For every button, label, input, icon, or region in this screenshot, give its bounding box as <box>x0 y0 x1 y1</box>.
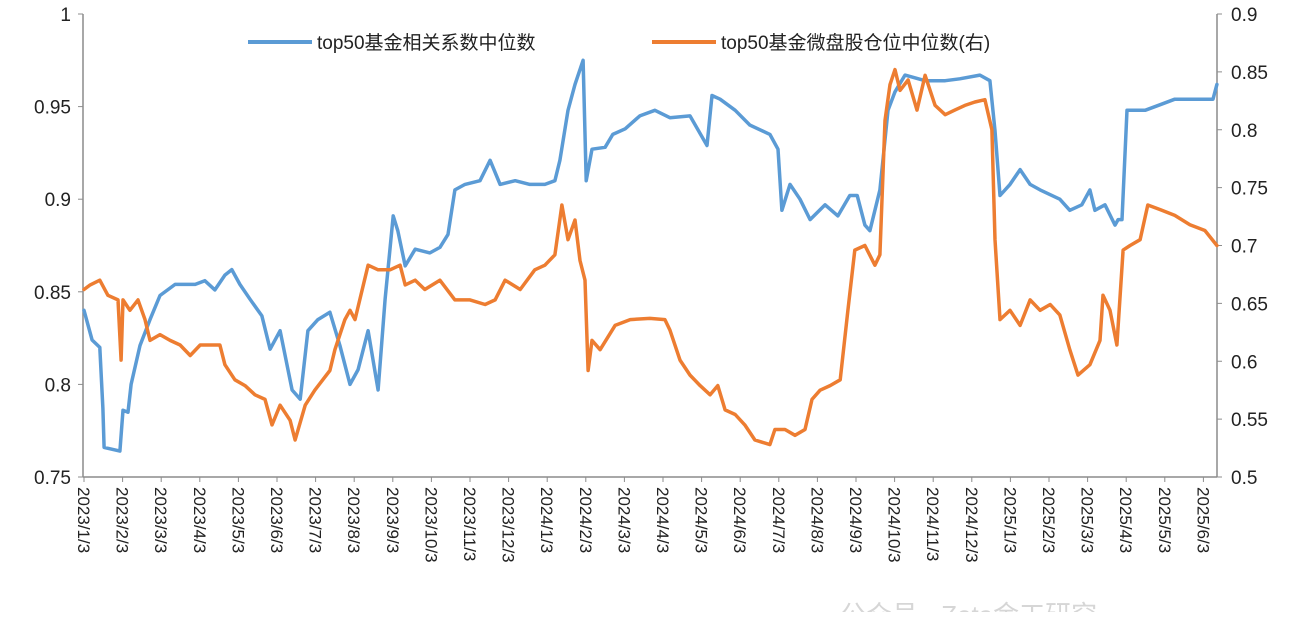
x-tick-label: 2024/10/3 <box>885 487 904 563</box>
x-tick-label: 2023/3/3 <box>151 487 170 553</box>
y-left-tick-label: 0.9 <box>45 190 71 211</box>
y-right-tick-label: 0.6 <box>1231 352 1257 373</box>
y-left-tick-label: 0.95 <box>34 98 71 119</box>
x-tick-label: 2023/4/3 <box>190 487 209 553</box>
x-tick-label: 2023/8/3 <box>344 487 363 553</box>
x-tick-label: 2025/4/3 <box>1116 487 1135 553</box>
legend-label-microcap: top50基金微盘股仓位中位数(右) <box>721 32 990 54</box>
y-right-tick-label: 0.75 <box>1231 179 1268 200</box>
legend-label-correlation: top50基金相关系数中位数 <box>317 32 536 54</box>
y-right-tick-label: 0.9 <box>1231 5 1257 26</box>
x-tick-label: 2023/9/3 <box>383 487 402 553</box>
x-tick-label: 2023/2/3 <box>113 487 132 553</box>
x-tick-label: 2023/10/3 <box>421 487 440 563</box>
x-tick-label: 2025/1/3 <box>1000 487 1019 553</box>
x-tick-label: 2023/11/3 <box>460 487 479 561</box>
x-tick-label: 2023/5/3 <box>228 487 247 553</box>
x-tick-label: 2024/11/3 <box>923 487 942 561</box>
y-left-tick-label: 0.85 <box>34 283 71 304</box>
x-tick-label: 2024/1/3 <box>537 487 556 553</box>
series-line-microcap <box>82 67 1219 447</box>
x-tick-label: 2024/2/3 <box>576 487 595 553</box>
x-tick-label: 2023/12/3 <box>499 487 518 563</box>
y-right-tick-label: 0.55 <box>1231 410 1268 431</box>
x-tick-label: 2025/2/3 <box>1039 487 1058 553</box>
legend: top50基金相关系数中位数 top50基金微盘股仓位中位数(右) <box>248 32 990 54</box>
x-tick-label: 2024/4/3 <box>653 487 672 553</box>
x-tick-label: 2024/9/3 <box>846 487 865 553</box>
x-tick-label: 2023/1/3 <box>74 487 93 553</box>
x-tick-label: 2024/6/3 <box>730 487 749 553</box>
x-tick-label: 2024/5/3 <box>692 487 711 553</box>
x-tick-label: 2024/3/3 <box>614 487 633 553</box>
y-left-tick-label: 0.75 <box>34 468 71 489</box>
y-left-tick-label: 0.8 <box>45 375 71 396</box>
y-right-tick-label: 0.5 <box>1231 468 1257 489</box>
x-tick-label: 2023/6/3 <box>267 487 286 553</box>
x-tick-label: 2025/6/3 <box>1193 487 1212 553</box>
watermark: 公众号 · Zeta金工研究 <box>840 600 1097 612</box>
axes: 0.75 0.8 0.85 0.9 0.95 1 0.5 0.55 0.6 0.65 0.7 0.75… <box>34 5 1268 563</box>
series-line-correlation <box>82 58 1219 453</box>
y-right-tick-label: 0.8 <box>1231 121 1257 142</box>
x-tick-label: 2024/7/3 <box>769 487 788 553</box>
y-right-tick-label: 0.85 <box>1231 63 1268 84</box>
x-tick-label: 2025/5/3 <box>1155 487 1174 553</box>
x-tick-label: 2025/3/3 <box>1078 487 1097 553</box>
series-lines <box>82 58 1219 453</box>
x-tick-label: 2024/12/3 <box>962 487 981 563</box>
x-tick-label: 2023/7/3 <box>306 487 325 553</box>
y-left-tick-label: 1 <box>60 5 71 26</box>
y-right-tick-label: 0.65 <box>1231 294 1268 315</box>
y-right-tick-label: 0.7 <box>1231 237 1257 258</box>
x-tick-label: 2024/8/3 <box>807 487 826 553</box>
